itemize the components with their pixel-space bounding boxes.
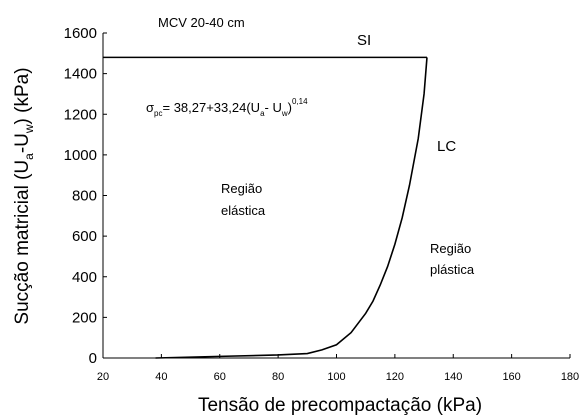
y-tick-label: 1000 <box>64 147 97 164</box>
elastic-label: elástica <box>221 203 266 218</box>
ylabel-part: -U <box>12 133 33 153</box>
x-tick-label: 120 <box>386 371 404 383</box>
y-tick-label: 600 <box>72 228 97 245</box>
eq-sup: 0,14 <box>292 97 308 106</box>
ylabel-sub: w <box>22 124 36 134</box>
eq-part: - U <box>265 100 282 115</box>
x-axis-label: Tensão de precompactação (kPa) <box>198 395 482 416</box>
eq-sub: pc <box>154 109 162 118</box>
eq-sub: w <box>281 109 288 118</box>
series-line <box>155 57 428 359</box>
ylabel-sub: a <box>22 153 36 160</box>
eq-part: σ <box>146 100 154 115</box>
equation: σpc= 38,27+33,24(Ua- Uw)0,14 <box>146 97 308 118</box>
x-tick-label: 100 <box>327 371 345 383</box>
x-tick-label: 160 <box>502 371 520 383</box>
y-tick-label: 400 <box>72 269 97 286</box>
y-tick-label: 1400 <box>64 66 97 83</box>
ylabel-part: Sucção matricial (U <box>12 160 33 325</box>
annotation-top: MCV 20-40 cm <box>158 15 245 30</box>
x-tick-label: 60 <box>214 371 226 383</box>
x-tick-label: 40 <box>155 371 167 383</box>
y-tick-label: 0 <box>89 350 97 367</box>
x-tick-label: 80 <box>272 371 284 383</box>
plastic-label: Região <box>430 241 471 256</box>
ylabel-part: ) (kPa) <box>12 67 33 124</box>
x-tick-label: 20 <box>97 371 109 383</box>
eq-part: ) <box>288 100 292 115</box>
lc-label: LC <box>437 138 456 155</box>
y-tick-label: 800 <box>72 188 97 205</box>
plastic-label: plástica <box>430 262 475 277</box>
elastic-label: Região <box>221 181 262 196</box>
eq-sub: a <box>260 109 265 118</box>
x-tick-label: 180 <box>561 371 579 383</box>
x-tick-label: 140 <box>444 371 462 383</box>
y-tick-label: 200 <box>72 309 97 326</box>
eq-part: = 38,27+33,24(U <box>162 100 260 115</box>
si-label: SI <box>357 32 371 49</box>
y-tick-label: 1200 <box>64 106 97 123</box>
y-tick-label: 1600 <box>64 25 97 42</box>
y-axis-label: Sucção matricial (Ua-Uw) (kPa) <box>12 67 36 324</box>
